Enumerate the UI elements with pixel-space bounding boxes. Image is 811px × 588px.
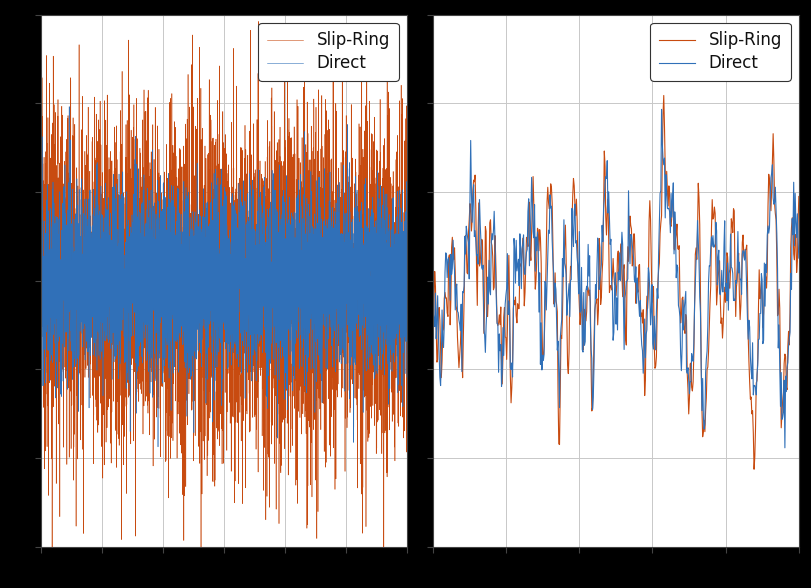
Slip-Ring — [254, 18, 264, 25]
Slip-Ring — [794, 193, 804, 200]
Slip-Ring — [176, 442, 186, 449]
Direct — [274, 273, 284, 280]
Slip-Ring — [337, 316, 346, 323]
Slip-Ring — [402, 224, 412, 231]
Slip-Ring — [102, 173, 112, 181]
Direct — [602, 175, 611, 182]
Line: Slip-Ring: Slip-Ring — [432, 95, 799, 469]
Slip-Ring — [427, 312, 437, 319]
Direct — [646, 322, 655, 329]
Direct — [780, 445, 790, 452]
Slip-Ring — [604, 237, 614, 244]
Slip-Ring — [36, 249, 45, 256]
Slip-Ring — [659, 92, 668, 99]
Direct — [787, 286, 796, 293]
Line: Direct: Direct — [432, 109, 799, 448]
Direct — [36, 286, 45, 293]
Direct — [337, 250, 347, 257]
Direct — [64, 103, 74, 110]
Slip-Ring — [787, 224, 796, 231]
Direct — [255, 254, 265, 261]
Slip-Ring — [749, 466, 759, 473]
Direct — [402, 373, 412, 380]
Direct — [657, 106, 667, 113]
Direct — [604, 188, 614, 195]
Direct — [102, 260, 112, 267]
Slip-Ring — [626, 222, 636, 229]
Legend: Slip-Ring, Direct: Slip-Ring, Direct — [650, 23, 791, 81]
Direct — [728, 297, 738, 304]
Direct — [176, 232, 186, 239]
Direct — [427, 358, 437, 365]
Line: Direct: Direct — [41, 106, 407, 447]
Direct — [794, 255, 804, 262]
Direct — [153, 443, 163, 450]
Slip-Ring — [274, 292, 284, 299]
Slip-Ring — [728, 205, 738, 212]
Slip-Ring — [602, 232, 611, 239]
Line: Slip-Ring: Slip-Ring — [41, 21, 407, 568]
Slip-Ring — [309, 140, 319, 147]
Legend: Slip-Ring, Direct: Slip-Ring, Direct — [259, 23, 398, 81]
Direct — [309, 240, 319, 247]
Slip-Ring — [379, 564, 388, 572]
Slip-Ring — [255, 229, 265, 236]
Direct — [626, 231, 636, 238]
Slip-Ring — [646, 216, 655, 223]
